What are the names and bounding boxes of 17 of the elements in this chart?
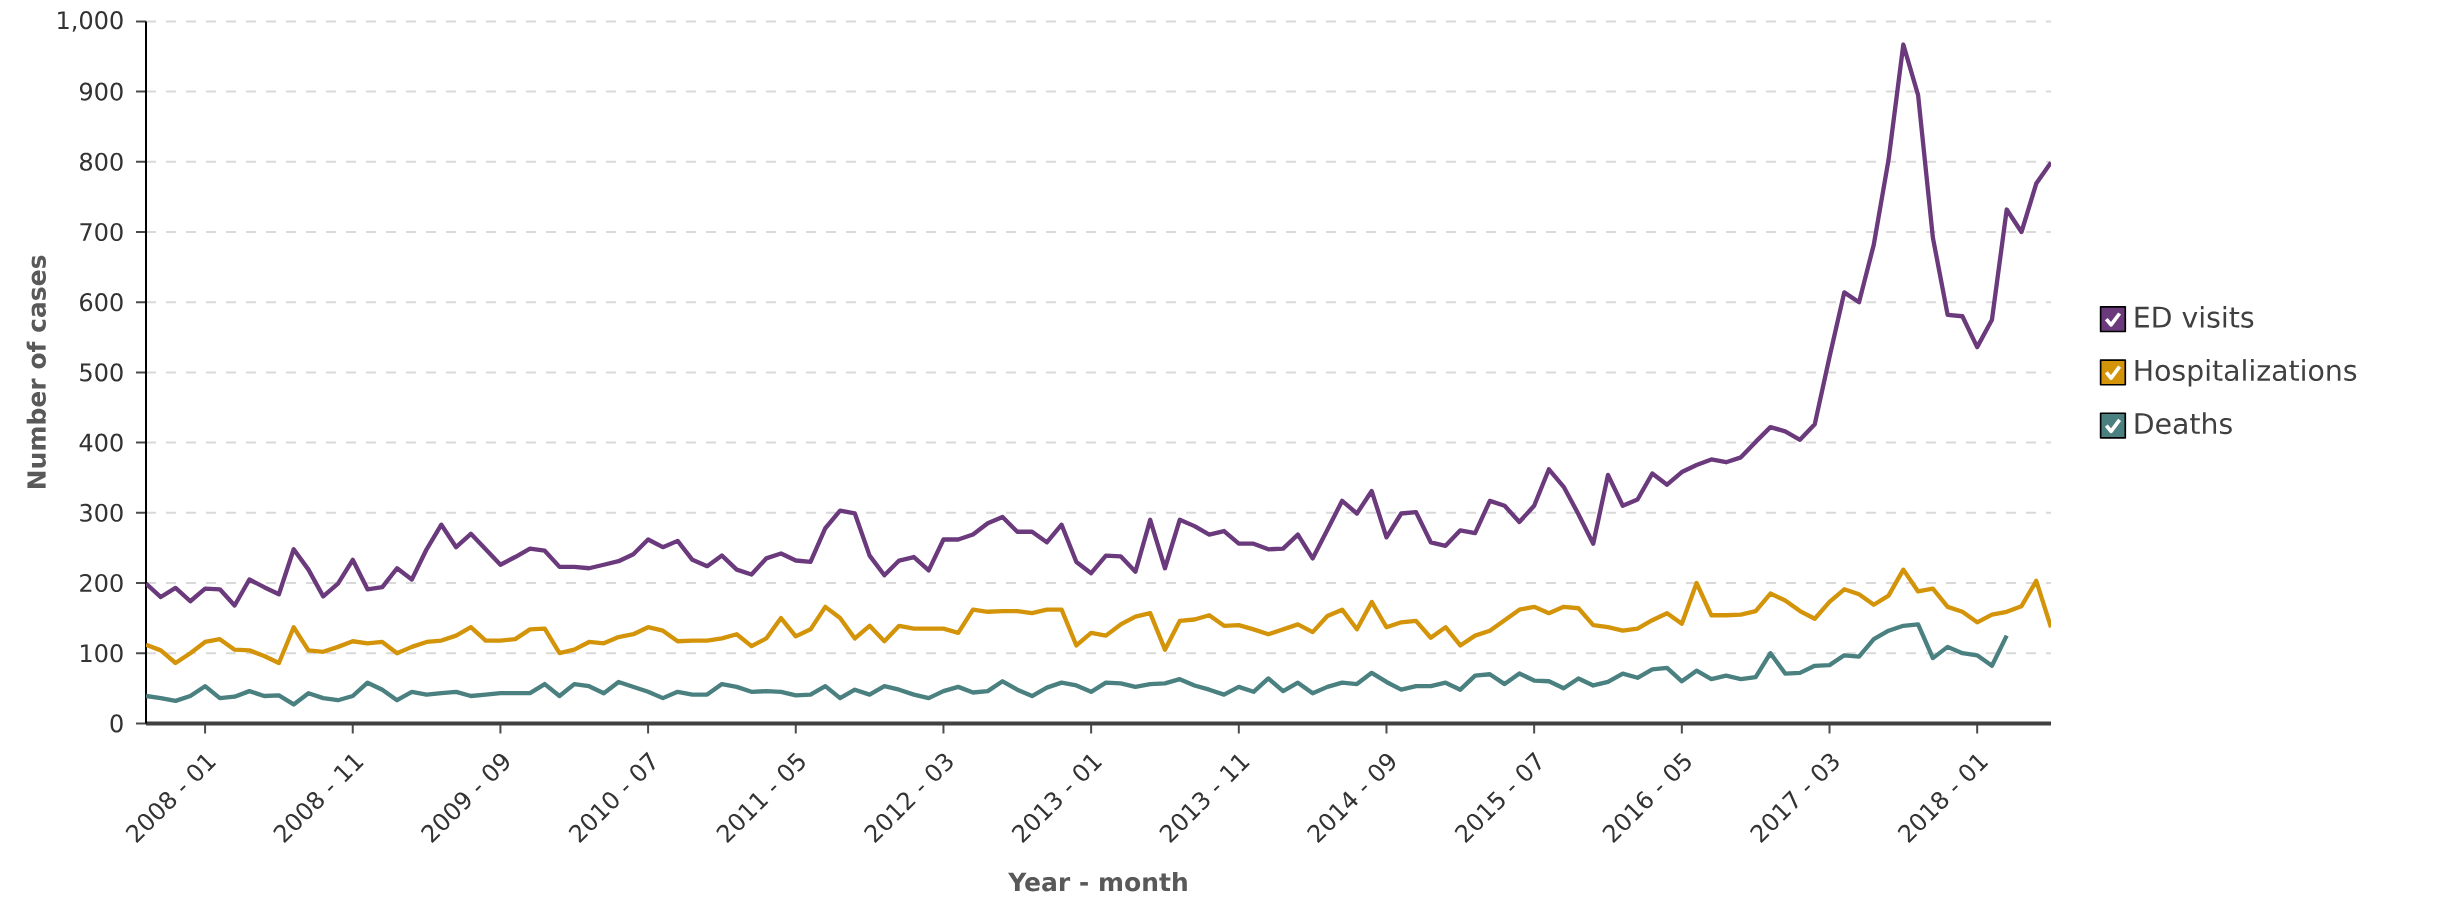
y-tick-label: 400: [79, 433, 123, 452]
line-series: [146, 42, 2052, 608]
y-axis-title: Number of cases: [26, 255, 46, 488]
y-tick-label: 800: [80, 152, 123, 171]
y-tick-label: 300: [80, 503, 123, 522]
y-tick-label: 700: [80, 222, 123, 241]
y-tick-label: 100: [81, 643, 123, 663]
legend-label: ED visits: [2135, 305, 2254, 328]
y-tick-label: 600: [80, 292, 123, 312]
y-tick-label: 900: [79, 82, 123, 101]
legend-label: Deaths: [2135, 412, 2232, 435]
y-tick-label: 1,000: [58, 10, 123, 32]
y-tick-label: 200: [80, 573, 123, 592]
legend-label: Hospitalizations: [2135, 358, 2357, 387]
y-tick-label: 500: [80, 363, 123, 382]
y-tick-label: 0: [110, 714, 123, 733]
x-axis-title: Year - month: [1007, 871, 1187, 892]
